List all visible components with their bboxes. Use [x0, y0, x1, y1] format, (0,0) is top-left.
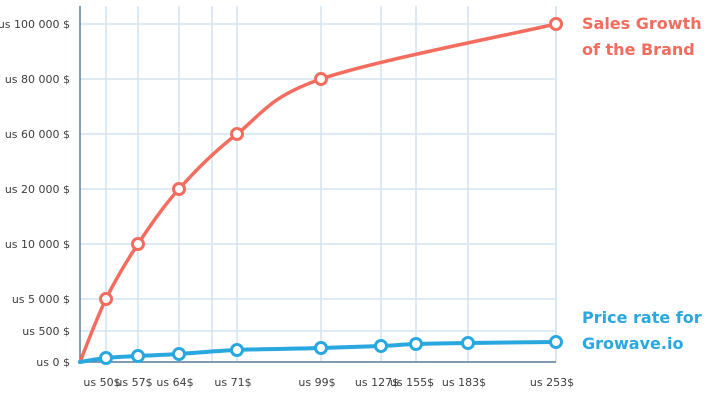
price-rate-line — [78, 340, 558, 364]
price-rate-point — [314, 341, 328, 355]
legend-price-rate: Price rate for Growave.io — [582, 305, 707, 357]
y-tick-label: us 100 000 $ — [0, 18, 70, 31]
legend-sales-line-1: Sales Growth — [582, 14, 702, 33]
y-tick-label: us 80 000 $ — [5, 73, 70, 86]
x-tick-labels: us 50$us 57$ us 64$ us 71$ us 99$ us 127$us … — [83, 376, 574, 389]
price-rate-point — [99, 351, 113, 365]
price-rate-point — [409, 337, 423, 351]
y-tick-label: us 0 $ — [36, 356, 70, 369]
price-rate-point — [172, 347, 186, 361]
legend-price-line-1: Price rate for — [582, 308, 702, 327]
axes — [79, 6, 556, 363]
x-tick-label: us 71$ — [214, 376, 251, 389]
x-tick-label: us 253$ — [530, 376, 574, 389]
x-tick-label: us 57$ — [115, 376, 152, 389]
sales-growth-point — [230, 127, 244, 141]
series — [78, 17, 563, 365]
sales-growth-point — [172, 182, 186, 196]
sales-growth-point — [549, 17, 563, 31]
y-tick-label: us 60 000 $ — [5, 128, 70, 141]
x-tick-label: us 50$ — [83, 376, 120, 389]
grid — [80, 6, 557, 363]
sales-growth-point — [99, 292, 113, 306]
y-tick-label: us 20 000 $ — [5, 183, 70, 196]
price-rate-point — [230, 343, 244, 357]
x-tick-label: us 127$ — [355, 376, 399, 389]
legend-sales-growth: Sales Growth of the Brand — [582, 11, 707, 63]
price-rate-point — [461, 336, 475, 350]
legend-sales-line-2: of the Brand — [582, 40, 695, 59]
x-tick-label: us 183$ — [442, 376, 486, 389]
legend-price-line-2: Growave.io — [582, 334, 684, 353]
sales-growth-point — [131, 237, 145, 251]
y-tick-label: us 5 000 $ — [12, 293, 70, 306]
x-tick-label: us 64$ — [156, 376, 193, 389]
y-tick-label: us 10 000 $ — [5, 238, 70, 251]
x-tick-label: us 99$ — [298, 376, 335, 389]
sales-growth-point — [314, 72, 328, 86]
price-rate-point — [131, 349, 145, 363]
price-rate-point — [374, 339, 388, 353]
price-rate-point — [549, 335, 563, 349]
y-tick-labels: us 0 $ us 500 $ us 5 000 $ us 10 000 $ us 20… — [0, 18, 70, 369]
y-tick-label: us 500 $ — [22, 325, 70, 338]
x-tick-label: us 155$ — [390, 376, 434, 389]
